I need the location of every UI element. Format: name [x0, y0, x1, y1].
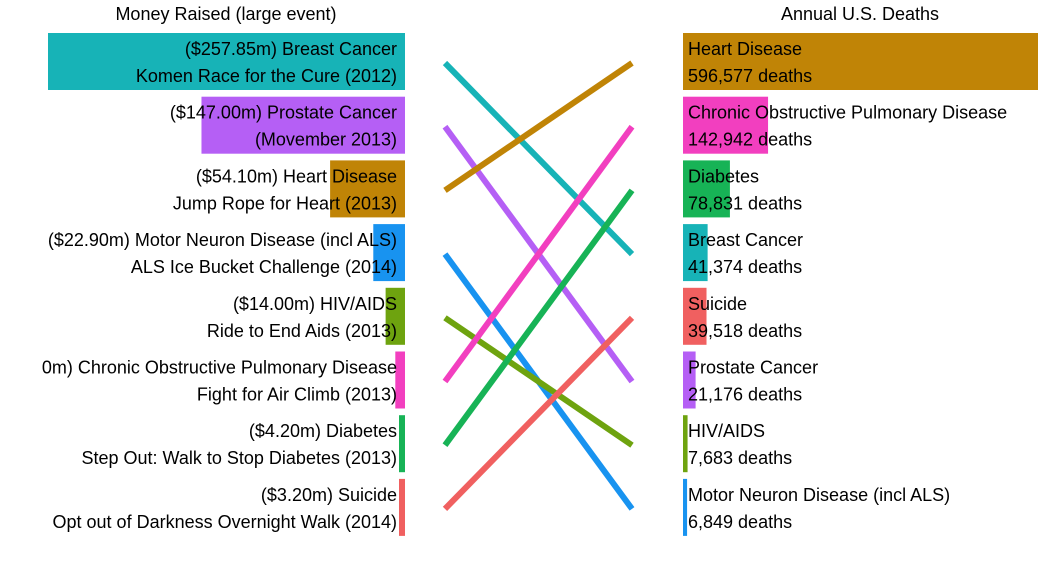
left-bar-4 [385, 287, 405, 345]
left-bar-3 [373, 224, 405, 282]
left-bar-1 [201, 96, 405, 154]
right-bar-0 [683, 33, 1038, 90]
left-bar-7 [399, 478, 405, 536]
right-label-disease-7: Motor Neuron Disease (incl ALS) [688, 485, 950, 505]
right-label-deaths-5: 21,176 deaths [688, 385, 802, 405]
right-label-disease-4: Suicide [688, 294, 747, 314]
left-label-event-7: Opt out of Darkness Overnight Walk (2014… [53, 512, 397, 532]
right-label-disease-0: Heart Disease [688, 39, 802, 59]
left-bar-5 [395, 351, 405, 409]
right-label-disease-3: Breast Cancer [688, 230, 803, 250]
left-label-event-4: Ride to End Aids (2013) [207, 321, 397, 341]
right-panel-title: Annual U.S. Deaths [781, 4, 939, 24]
right-label-deaths-3: 41,374 deaths [688, 257, 802, 277]
left-label-event-6: Step Out: Walk to Stop Diabetes (2013) [82, 448, 398, 468]
right-bar-5 [683, 351, 696, 409]
right-label-deaths-2: 78,831 deaths [688, 193, 802, 213]
connector-line-5 [442, 124, 635, 384]
connector-line-2 [443, 60, 634, 193]
connector-line-4 [443, 315, 634, 448]
right-bar-3 [683, 224, 708, 282]
right-label-deaths-4: 39,518 deaths [688, 321, 802, 341]
right-label-disease-1: Chronic Obstructive Pulmonary Disease [688, 103, 1007, 123]
left-label-disease-6: ($4.20m) Diabetes [249, 421, 397, 441]
right-label-deaths-1: 142,942 deaths [688, 130, 812, 150]
right-label-disease-2: Diabetes [688, 166, 759, 186]
left-bar-0 [48, 33, 405, 90]
left-label-event-0: Komen Race for the Cure (2012) [136, 66, 397, 86]
left-bar-6 [399, 415, 405, 473]
right-bar-1 [683, 96, 769, 154]
left-label-disease-0: ($257.85m) Breast Cancer [185, 39, 397, 59]
right-label-deaths-0: 596,577 deaths [688, 66, 812, 86]
left-label-event-2: Jump Rope for Heart (2013) [173, 193, 397, 213]
left-label-event-3: ALS Ice Bucket Challenge (2014) [131, 257, 397, 277]
right-bar-4 [683, 287, 707, 345]
left-label-disease-4: ($14.00m) HIV/AIDS [233, 294, 397, 314]
right-bar-2 [683, 160, 730, 218]
left-label-event-5: Fight for Air Climb (2013) [197, 385, 397, 405]
left-label-disease-2: ($54.10m) Heart Disease [196, 166, 397, 186]
right-label-deaths-6: 7,683 deaths [688, 448, 792, 468]
left-label-disease-5: 0m) Chronic Obstructive Pulmonary Diseas… [42, 358, 397, 378]
labels-layer: ($257.85m) Breast Cancer Komen Race for t… [42, 39, 1007, 532]
right-label-deaths-7: 6,849 deaths [688, 512, 792, 532]
right-label-disease-5: Prostate Cancer [688, 358, 818, 378]
left-label-disease-7: ($3.20m) Suicide [261, 485, 397, 505]
right-bar-6 [683, 415, 688, 473]
right-bar-7 [683, 478, 688, 536]
connector-line-7 [442, 315, 635, 511]
connector-line-6 [442, 188, 635, 447]
left-label-disease-3: ($22.90m) Motor Neuron Disease (incl ALS… [48, 230, 397, 250]
left-label-disease-1: ($147.00m) Prostate Cancer [170, 103, 397, 123]
left-panel-title: Money Raised (large event) [115, 4, 336, 24]
connector-lines [442, 60, 635, 511]
bars-layer [48, 33, 1038, 536]
left-label-event-1: (Movember 2013) [255, 130, 397, 150]
connector-line-0 [442, 60, 635, 257]
right-label-disease-6: HIV/AIDS [688, 421, 765, 441]
left-bar-2 [330, 160, 405, 218]
